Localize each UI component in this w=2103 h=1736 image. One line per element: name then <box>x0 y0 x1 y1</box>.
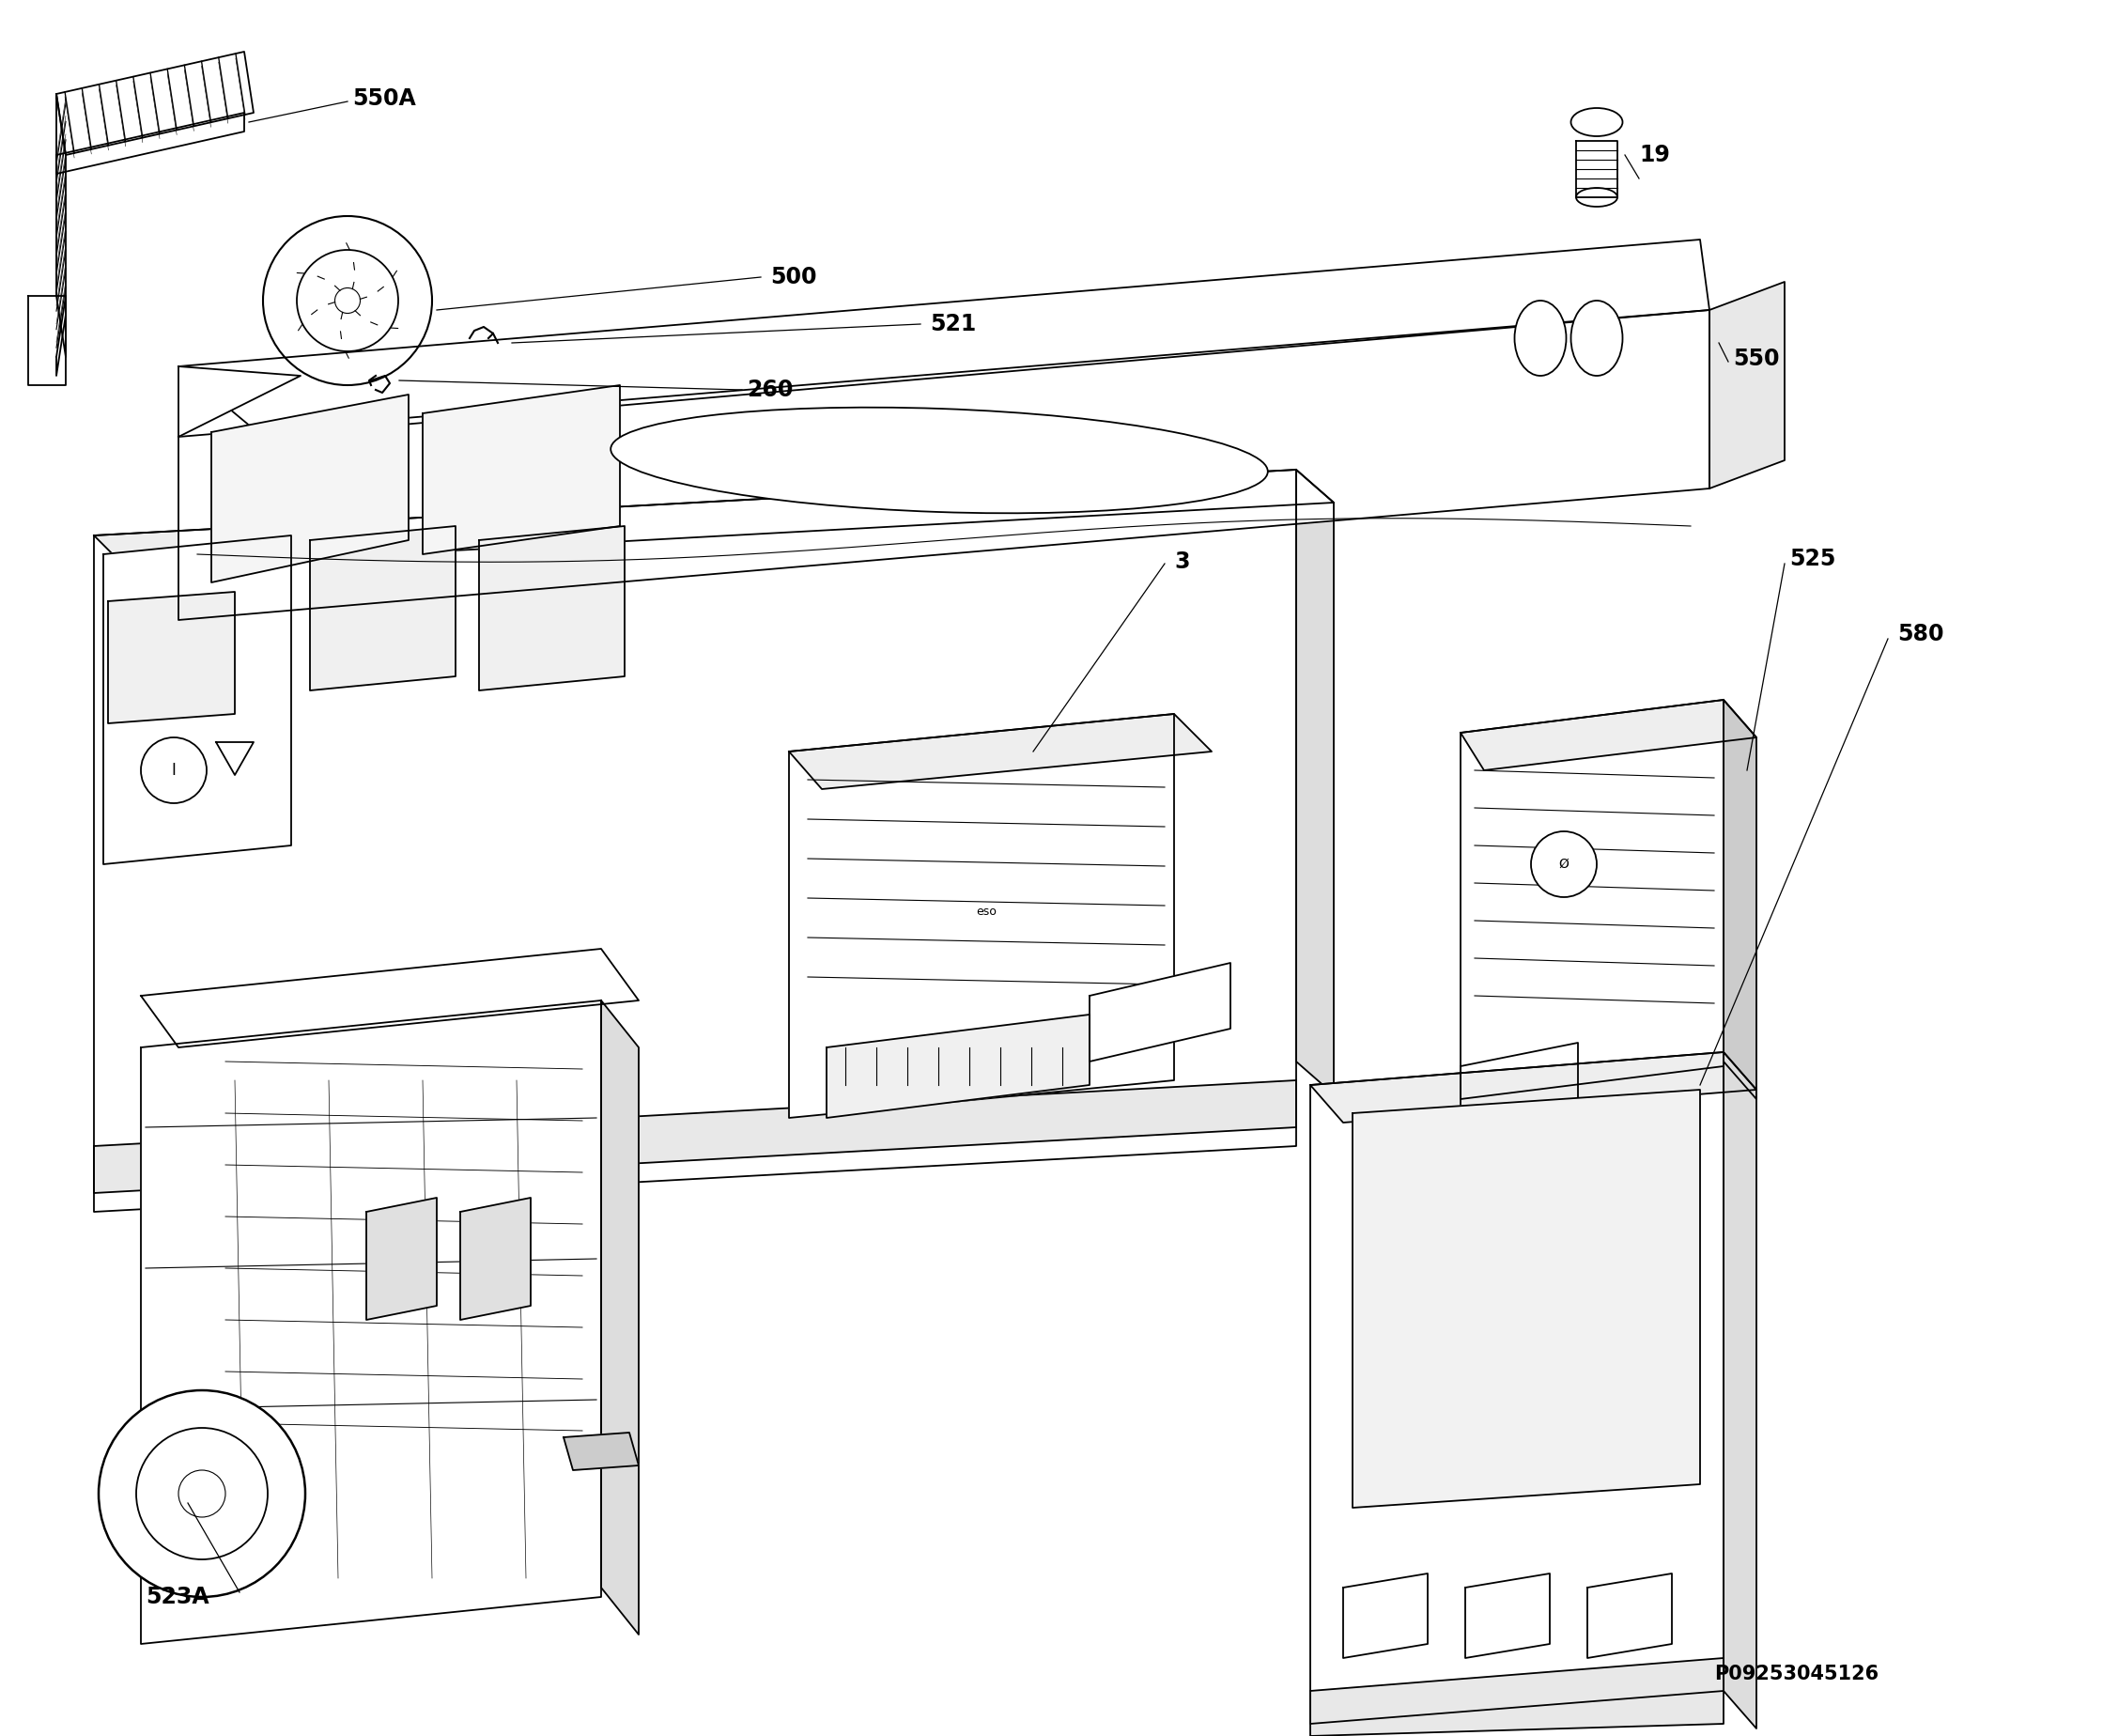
Text: 523A: 523A <box>145 1585 208 1608</box>
Circle shape <box>141 738 206 804</box>
Text: 580: 580 <box>1897 623 1943 646</box>
Polygon shape <box>1462 700 1724 1099</box>
Polygon shape <box>1710 281 1785 488</box>
Text: P09253045126: P09253045126 <box>1714 1665 1878 1684</box>
Polygon shape <box>1089 963 1230 1061</box>
Text: 19: 19 <box>1638 144 1670 167</box>
Circle shape <box>137 1429 267 1559</box>
Polygon shape <box>210 394 408 582</box>
Polygon shape <box>1295 470 1333 1094</box>
Polygon shape <box>1462 1043 1577 1137</box>
Polygon shape <box>1462 700 1756 771</box>
Polygon shape <box>309 526 456 691</box>
Polygon shape <box>57 113 244 174</box>
Polygon shape <box>95 1080 1295 1193</box>
Polygon shape <box>1352 1090 1699 1509</box>
Circle shape <box>1531 832 1596 898</box>
Polygon shape <box>366 1198 437 1319</box>
Text: 521: 521 <box>930 312 976 335</box>
Text: Ø: Ø <box>1558 858 1569 871</box>
Polygon shape <box>27 295 65 385</box>
Polygon shape <box>179 240 1710 437</box>
Polygon shape <box>601 1000 639 1635</box>
Polygon shape <box>826 1014 1089 1118</box>
Polygon shape <box>57 295 65 375</box>
Text: 260: 260 <box>747 378 793 401</box>
Polygon shape <box>57 94 65 358</box>
Polygon shape <box>103 535 290 865</box>
Text: I: I <box>172 762 177 779</box>
Polygon shape <box>95 470 1295 1212</box>
Circle shape <box>297 250 397 351</box>
Circle shape <box>99 1391 305 1597</box>
Text: eso: eso <box>976 904 997 917</box>
Polygon shape <box>179 366 301 437</box>
Polygon shape <box>107 592 236 724</box>
Polygon shape <box>1344 1573 1428 1658</box>
Polygon shape <box>1466 1573 1550 1658</box>
Text: 525: 525 <box>1790 547 1836 569</box>
Polygon shape <box>1724 700 1756 1099</box>
Circle shape <box>334 288 360 312</box>
Polygon shape <box>141 950 639 1047</box>
Polygon shape <box>1588 1573 1672 1658</box>
Polygon shape <box>564 1432 639 1470</box>
Polygon shape <box>1310 1052 1724 1724</box>
Circle shape <box>263 215 431 385</box>
Ellipse shape <box>1571 300 1624 375</box>
Ellipse shape <box>1575 187 1617 207</box>
Ellipse shape <box>1514 300 1567 375</box>
Polygon shape <box>141 1000 601 1644</box>
Polygon shape <box>479 526 625 691</box>
Polygon shape <box>461 1198 530 1319</box>
Polygon shape <box>1310 1658 1724 1736</box>
Text: 3: 3 <box>1173 550 1190 573</box>
Polygon shape <box>789 713 1211 790</box>
Polygon shape <box>1310 1052 1756 1123</box>
Text: 500: 500 <box>770 266 816 288</box>
Text: 550A: 550A <box>351 87 416 109</box>
Polygon shape <box>423 385 620 554</box>
Text: 550: 550 <box>1733 347 1779 370</box>
Ellipse shape <box>610 408 1268 514</box>
Polygon shape <box>95 470 1333 568</box>
Circle shape <box>179 1470 225 1517</box>
Polygon shape <box>57 52 254 155</box>
Polygon shape <box>179 311 1710 620</box>
Polygon shape <box>1575 141 1617 198</box>
Polygon shape <box>217 741 254 774</box>
Polygon shape <box>789 713 1173 1118</box>
Ellipse shape <box>1571 108 1624 135</box>
Polygon shape <box>1724 1052 1756 1729</box>
